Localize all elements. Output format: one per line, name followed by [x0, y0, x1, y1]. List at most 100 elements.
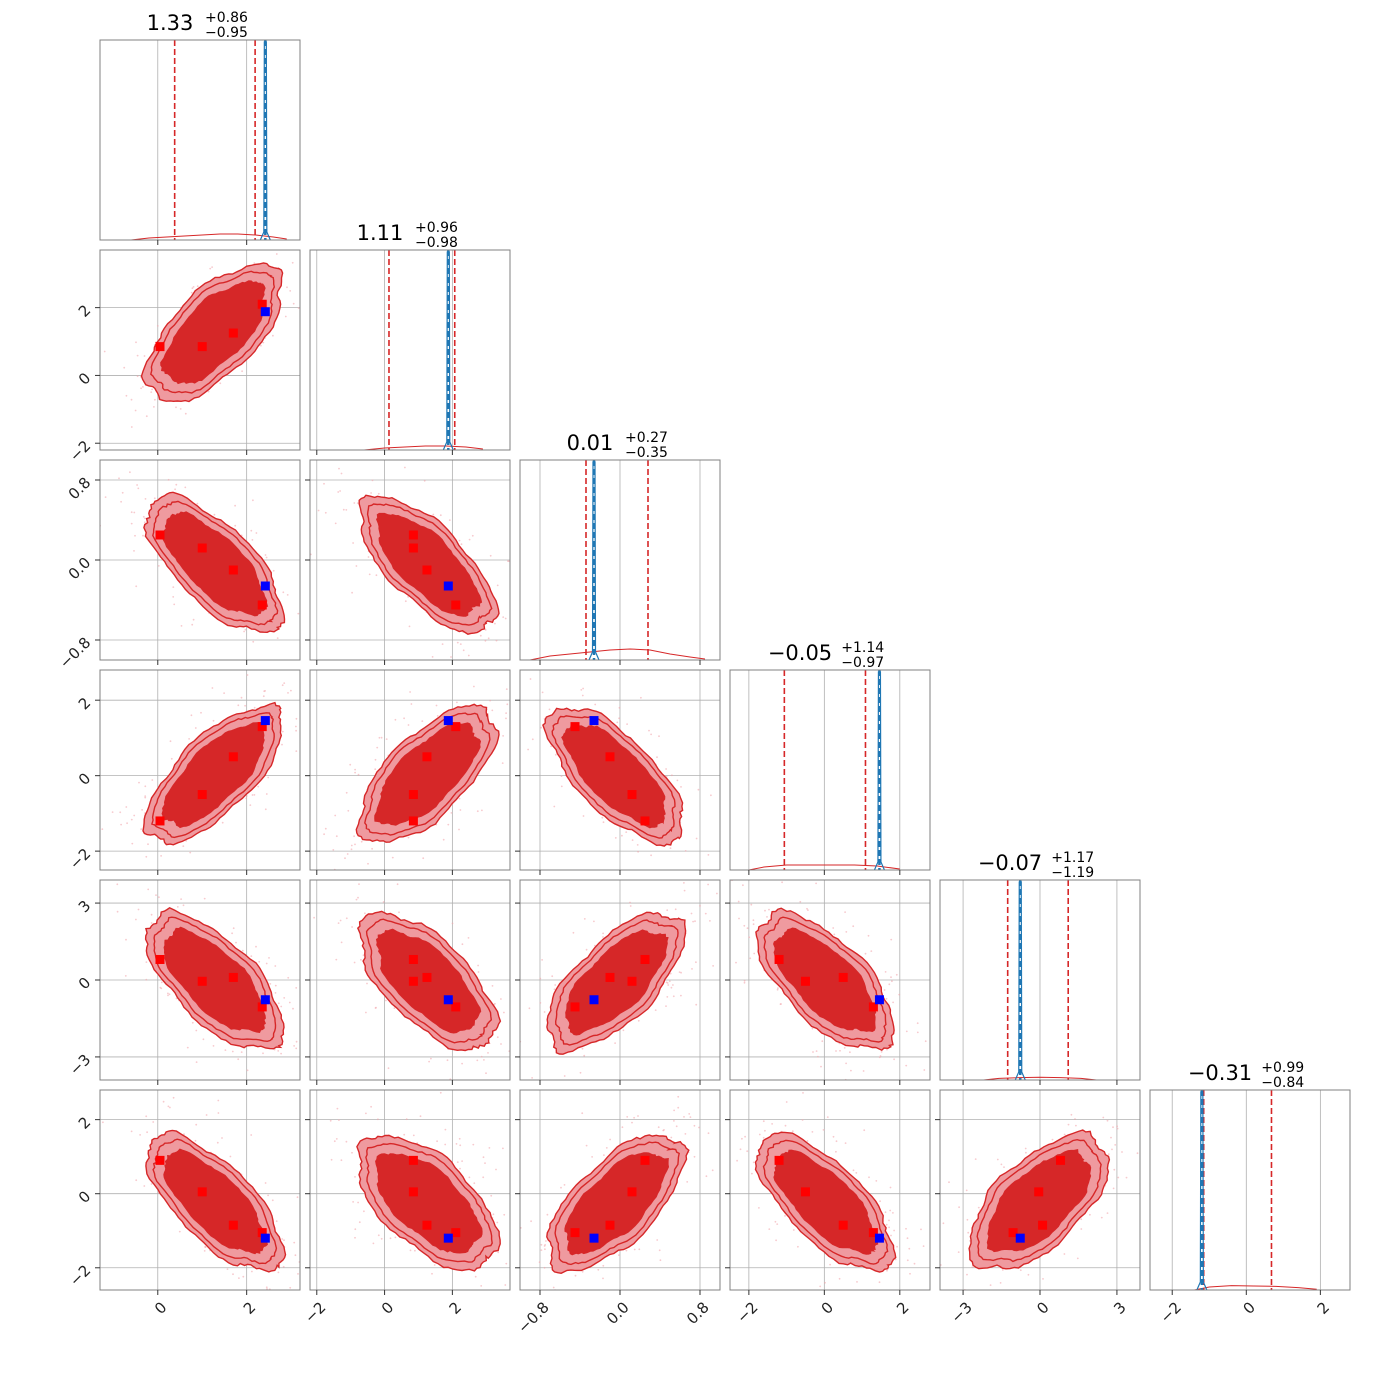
- sample-dot: [625, 831, 628, 833]
- sample-dot: [144, 795, 147, 797]
- sample-dot: [160, 855, 163, 857]
- sample-dot: [351, 591, 353, 594]
- sample-dot: [832, 927, 835, 929]
- sample-dot: [354, 768, 356, 771]
- sample-dot: [920, 1228, 922, 1231]
- sample-dot: [667, 984, 670, 986]
- sample-dot: [518, 728, 520, 730]
- sample-dot: [986, 1300, 988, 1302]
- sample-dot: [367, 556, 370, 558]
- sample-dot: [1080, 1228, 1083, 1230]
- sample-dot: [375, 874, 377, 876]
- sample-dot: [345, 791, 348, 794]
- sample-dot: [292, 302, 295, 305]
- sample-dot: [119, 811, 122, 814]
- sample-dot: [253, 794, 256, 796]
- x-tick-label: −2: [733, 1298, 761, 1326]
- sample-dot: [226, 1268, 229, 1270]
- sample-dot: [711, 1169, 714, 1172]
- sample-dot: [705, 887, 707, 889]
- sample-dot: [958, 1206, 960, 1209]
- contour-inner: [375, 1153, 483, 1254]
- title-sup: +0.96: [415, 220, 458, 236]
- sample-dot: [293, 1045, 295, 1047]
- sample-dot: [153, 497, 156, 500]
- sample-dot: [658, 735, 660, 738]
- sample-dot: [1025, 1151, 1027, 1154]
- sample-dot: [933, 1281, 935, 1283]
- sample-dot: [603, 1154, 605, 1156]
- contour-mid: [365, 1142, 493, 1263]
- y-tick-label: 0: [75, 769, 94, 788]
- sample-dot: [283, 1239, 285, 1242]
- sample-dot: [130, 398, 133, 401]
- sample-dot: [505, 688, 508, 690]
- sample-dot: [314, 665, 316, 667]
- sample-dot: [721, 1093, 723, 1095]
- x-tick-label: −3: [947, 1298, 975, 1326]
- sample-dot: [265, 793, 268, 795]
- sample-dot: [722, 892, 724, 894]
- sample-dot: [354, 771, 356, 774]
- sample-dot: [683, 1116, 685, 1118]
- sample-dot: [966, 1273, 968, 1276]
- sample-dot: [563, 1305, 565, 1307]
- sample-dot: [706, 886, 708, 888]
- sample-dot: [480, 1055, 483, 1058]
- sample-dot: [216, 1141, 219, 1144]
- sample-dot: [57, 507, 59, 509]
- sample-dot: [377, 1234, 380, 1237]
- sample-dot: [567, 649, 569, 651]
- sample-dot: [459, 809, 462, 811]
- truth-marker: [1015, 1233, 1025, 1243]
- sample-dot: [736, 1159, 738, 1162]
- sample-dot: [280, 1052, 282, 1055]
- sample-dot: [712, 965, 714, 967]
- sample-dot: [246, 674, 249, 676]
- sample-dot: [891, 980, 893, 983]
- sample-dot: [263, 690, 266, 693]
- sample-dot: [121, 491, 124, 494]
- sample-dot: [629, 901, 631, 904]
- sample-dot: [749, 957, 752, 960]
- panel-3-2: [515, 669, 724, 894]
- sample-dot: [447, 823, 450, 826]
- sample-dot: [186, 1046, 189, 1049]
- sample-dot: [231, 932, 234, 935]
- sample-dot: [893, 1229, 895, 1232]
- y-tick-label: 2: [75, 301, 94, 320]
- sample-dot: [130, 426, 133, 428]
- red-marker: [228, 565, 238, 575]
- sample-dot: [433, 1264, 436, 1266]
- sample-dot: [533, 601, 535, 603]
- sample-dot: [883, 989, 886, 991]
- sample-dot: [162, 1100, 165, 1103]
- x-tick-label: −2: [1157, 1298, 1185, 1326]
- red-marker: [155, 954, 165, 964]
- sample-dot: [133, 550, 135, 552]
- sample-dot: [169, 740, 172, 743]
- sample-dot: [130, 1130, 133, 1133]
- sample-dot: [878, 1281, 881, 1284]
- sample-dot: [890, 976, 892, 979]
- sample-dot: [180, 625, 183, 627]
- sample-dot: [234, 524, 237, 527]
- sample-dot: [531, 738, 534, 741]
- sample-dot: [541, 959, 543, 961]
- sample-dot: [302, 1272, 304, 1274]
- panel-title: −0.05: [768, 641, 832, 665]
- sample-dot: [673, 1109, 675, 1112]
- red-marker: [422, 972, 432, 982]
- sample-dot: [375, 574, 378, 577]
- red-marker: [570, 1002, 580, 1012]
- sample-dot: [212, 1045, 215, 1047]
- sample-dot: [403, 717, 405, 720]
- sample-dot: [286, 594, 289, 596]
- red-marker: [257, 1228, 267, 1238]
- sample-dot: [875, 1180, 878, 1182]
- sample-dot: [548, 708, 551, 711]
- sample-dot: [295, 729, 297, 732]
- sample-dot: [863, 1129, 866, 1132]
- sample-dot: [272, 569, 275, 572]
- sample-dot: [495, 1168, 497, 1171]
